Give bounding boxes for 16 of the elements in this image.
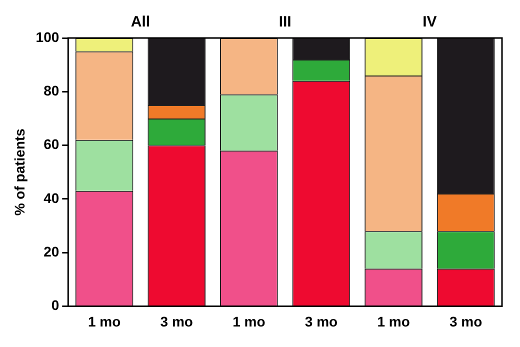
text: III	[278, 14, 292, 31]
y-tick-label: 60	[44, 136, 60, 152]
x-tick-label: 3 mo	[450, 313, 482, 330]
x-tick-label: 3 mo	[304, 313, 338, 330]
x-tick-label: 1 mo	[232, 313, 266, 330]
y-tick-label: 0	[51, 297, 60, 314]
text: IV	[422, 14, 437, 31]
y-tick-label: 80	[44, 82, 60, 98]
y-tick-label: 40	[44, 190, 60, 206]
y-axis-title: % of patients	[11, 128, 28, 216]
y-tick-label: 20	[44, 243, 60, 260]
y-tick-label: 100	[36, 28, 60, 45]
text: All	[130, 14, 150, 31]
x-tick-label: 1 mo	[88, 313, 121, 330]
x-tick-label: 1 mo	[377, 313, 410, 330]
x-tick-label: 3 mo	[160, 313, 193, 330]
